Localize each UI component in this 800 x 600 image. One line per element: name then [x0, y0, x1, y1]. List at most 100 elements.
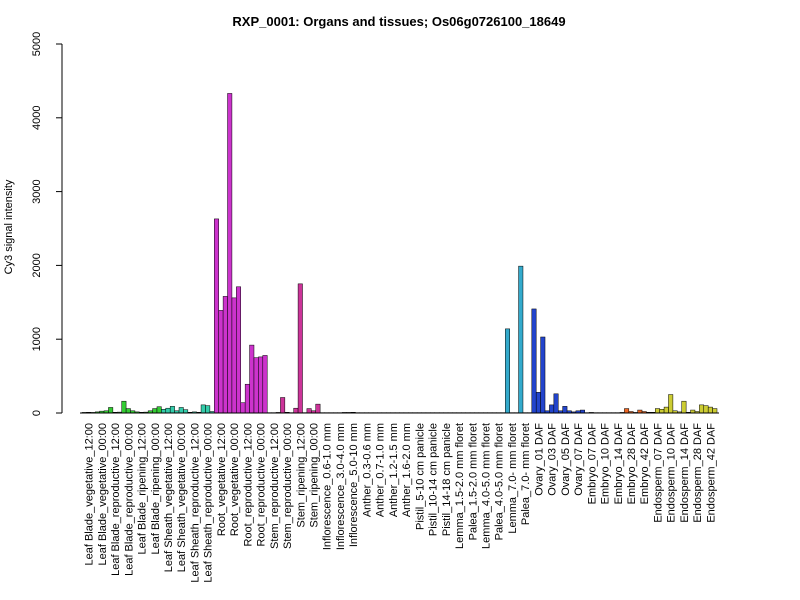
bar [681, 400, 687, 414]
x-tick-label: Leaf Blade_ripening_12:00 [137, 423, 149, 555]
y-tick-label: 5000 [31, 32, 43, 56]
bar [535, 392, 541, 414]
x-tick-label: Ovary_07 DAF [573, 423, 585, 496]
x-tick-label: Endosperm_10 DAF [666, 423, 678, 523]
bar [249, 344, 255, 414]
x-tick-label: Inflorescence_5.0-10 mm [348, 423, 360, 547]
x-tick-label: Lemma_1.5-2.0 mm floret [454, 423, 466, 549]
x-tick-label: Leaf Blade_ripening_00:00 [150, 423, 162, 555]
x-tick-label: Leaf Blade_reproductive_12:00 [110, 423, 122, 576]
x-tick-label: Embryo_10 DAF [600, 423, 612, 505]
bar [703, 405, 709, 414]
x-tick-label: Inflorescence_0.6-1.0 mm [322, 423, 334, 550]
x-tick-label: Pistil_10-14 cm panicle [428, 423, 440, 536]
x-tick-label: Stem_ripening_00:00 [309, 423, 321, 528]
x-tick-label: Inflorescence_3.0-4.0 mm [335, 423, 347, 550]
bar [540, 336, 546, 414]
x-tick-label: Stem_reproductive_00:00 [282, 423, 294, 549]
y-axis: 0 1000 2000 3000 4000 5000 [31, 32, 63, 416]
bar [156, 406, 162, 414]
y-tick-label: 4000 [31, 106, 43, 130]
chart-title: RXP_0001: Organs and tissues; Os06g07261… [232, 14, 565, 29]
x-tick-label: Root_reproductive_00:00 [256, 423, 268, 547]
bar [531, 308, 537, 414]
bar [222, 296, 228, 414]
x-tick-label: Anther_0.7-1.0 mm [375, 423, 387, 517]
bar [125, 408, 131, 414]
bar [200, 404, 206, 414]
x-tick-label: Pistil_5-10 cm panicle [414, 423, 426, 530]
x-tick-label: Palea_7.0- mm floret [520, 423, 532, 525]
x-tick-label: Endosperm_07 DAF [652, 423, 664, 523]
x-tick-label: Embryo_14 DAF [613, 423, 625, 505]
x-tick-label: Root_reproductive_12:00 [242, 423, 254, 547]
x-tick-label: Embryo_28 DAF [626, 423, 638, 505]
x-tick-label: Leaf Sheath_vegetative_00:00 [176, 423, 188, 572]
x-tick-label: Anther_0.3-0.6 mm [361, 423, 373, 517]
x-tick-label: Root_vegetative_12:00 [216, 423, 228, 536]
bar [205, 405, 211, 414]
bar [663, 406, 669, 414]
x-tick-label: Lemma_4.0-5.0 mm floret [480, 423, 492, 549]
bar [178, 407, 184, 414]
x-tick-label: Stem_reproductive_12:00 [269, 423, 281, 549]
bar [712, 408, 718, 414]
bar [518, 265, 524, 414]
bar [262, 355, 268, 414]
bar [699, 404, 705, 414]
bar [165, 407, 171, 414]
bar [121, 400, 127, 414]
x-tick-label: Leaf Sheath_reproductive_12:00 [189, 423, 201, 583]
x-tick-label: Embryo_42 DAF [639, 423, 651, 505]
x-tick-label: Pistil_14-18 cm panicle [441, 423, 453, 536]
bar [624, 408, 630, 414]
x-tick-label: Stem_ripening_12:00 [295, 423, 307, 528]
x-tick-label: Anther_1.2-1.5 mm [388, 423, 400, 517]
y-tick-label: 2000 [31, 253, 43, 277]
bar [227, 93, 233, 414]
y-tick-label: 0 [31, 410, 43, 416]
x-tick-label: Ovary_05 DAF [560, 423, 572, 496]
bar [152, 408, 158, 414]
bar [315, 403, 321, 414]
x-tick-label: Leaf Blade_reproductive_00:00 [123, 423, 135, 576]
y-axis-label: Cy3 signal intensity [3, 179, 15, 274]
bar [306, 408, 312, 414]
bar [169, 406, 175, 414]
bar [297, 283, 303, 414]
bar [258, 356, 264, 414]
bar [161, 409, 167, 414]
bar [668, 394, 674, 414]
x-tick-label: Leaf Blade_vegetative_00:00 [97, 423, 109, 566]
bar [553, 393, 559, 414]
x-tick-label: Endosperm_42 DAF [705, 423, 717, 523]
bar [707, 406, 713, 414]
x-tick-label: Ovary_01 DAF [533, 423, 545, 496]
bar [236, 286, 241, 414]
bar [108, 407, 114, 414]
bar [655, 408, 660, 414]
bars-group [81, 93, 718, 414]
x-tick-label: Ovary_03 DAF [547, 423, 559, 496]
x-axis: Leaf Blade_vegetative_12:00 Leaf Blade_ve… [84, 423, 718, 583]
x-tick-label: Palea_4.0-5.0 mm floret [494, 423, 506, 540]
x-tick-label: Leaf Sheath_reproductive_00:00 [203, 423, 215, 583]
y-tick-label: 1000 [31, 327, 43, 351]
x-tick-label: Anther_1.6-2.0 mm [401, 423, 413, 517]
x-tick-label: Leaf Blade_vegetative_12:00 [84, 423, 96, 566]
x-tick-label: Leaf Sheath_vegetative_12:00 [163, 423, 175, 572]
bar [659, 409, 665, 414]
bar [231, 297, 237, 414]
bar [280, 397, 286, 414]
bar [214, 218, 219, 414]
bar [293, 407, 299, 414]
bar [549, 404, 555, 414]
bar [253, 357, 259, 414]
bar [505, 328, 510, 414]
bar [562, 406, 568, 414]
x-tick-label: Root_vegetative_00:00 [229, 423, 241, 536]
x-tick-label: Lemma_7.0- mm floret [507, 423, 519, 534]
bar [244, 383, 250, 414]
x-tick-label: Embryo_07 DAF [586, 423, 598, 505]
bar [240, 402, 246, 414]
